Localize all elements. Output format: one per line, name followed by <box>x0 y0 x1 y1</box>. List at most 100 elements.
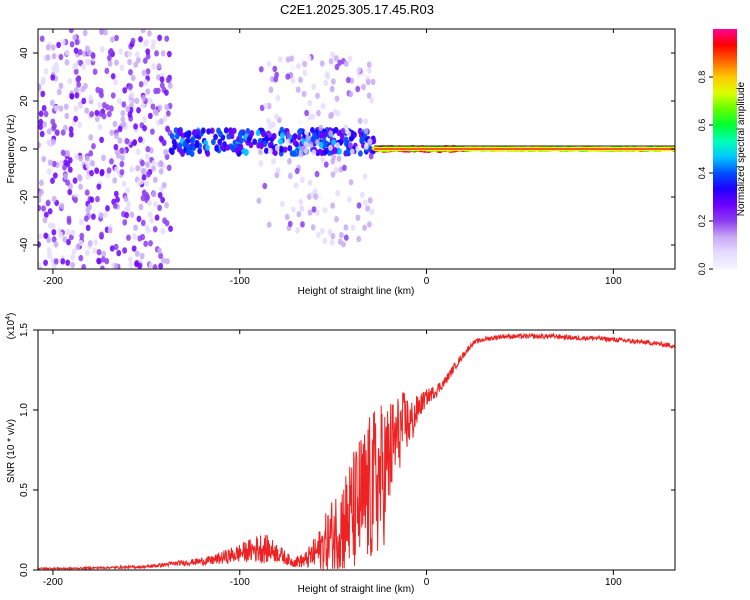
spectrogram-cell <box>50 118 56 125</box>
spectrogram-cell <box>38 197 42 204</box>
spectrogram-cell <box>117 125 123 133</box>
spectrogram-cell <box>232 139 238 146</box>
spectrogram-cell <box>206 128 211 135</box>
spectrogram-cell <box>225 144 231 151</box>
spectrogram-cell <box>335 189 341 197</box>
spectrogram-cell <box>125 105 131 113</box>
spectrogram-cell <box>275 167 281 174</box>
spectrogram-cell <box>285 73 291 80</box>
spectrogram-cell <box>164 103 170 111</box>
spectrogram-cell <box>43 232 49 239</box>
spectrogram-cell <box>63 103 69 110</box>
spectrogram-cell <box>119 160 125 168</box>
spectrogram-cell <box>103 211 108 218</box>
spectrogram-cell <box>154 109 159 117</box>
spectrogram-cell <box>329 85 335 93</box>
spectrogram-cell <box>144 153 150 160</box>
spectrogram-cell <box>245 128 251 135</box>
spectrogram-cell <box>52 172 58 179</box>
spectrogram-cell <box>161 181 167 189</box>
spectrogram-cell <box>295 226 301 234</box>
spectrogram-cell <box>116 152 121 159</box>
spectrogram-cell <box>150 103 156 110</box>
spectrogram-cell <box>96 257 101 265</box>
spectrogram-cell <box>145 53 151 60</box>
spectrogram-cell <box>349 148 355 155</box>
x-tick-label: -200 <box>43 577 63 588</box>
spectrogram-cell <box>271 133 277 140</box>
spectrogram-cell <box>125 187 131 194</box>
spectrogram-cell <box>359 191 365 199</box>
spectrogram-cell <box>294 167 300 175</box>
spectrogram-cell <box>274 71 280 79</box>
spectrogram-cell <box>86 49 92 56</box>
spectrogram-cell <box>316 231 321 239</box>
spectrogram-cell <box>140 159 145 167</box>
spectrogram-cell <box>320 102 326 110</box>
spectrogram-cell <box>279 146 284 153</box>
spectrogram-cell <box>166 50 172 58</box>
spectrogram-cell <box>366 92 372 99</box>
x-tick-label: -100 <box>230 577 250 588</box>
spectrogram-cell <box>323 161 329 168</box>
spectrogram-cell <box>45 54 51 61</box>
spectrogram-cell <box>370 78 376 86</box>
spectrogram-cell <box>60 258 66 265</box>
spectrogram-cell <box>323 79 329 87</box>
spectrogram-cell <box>147 211 153 218</box>
spectrogram-cell <box>50 74 56 81</box>
spectrogram-cell <box>78 254 84 262</box>
spectrogram-cell <box>210 138 216 146</box>
y-tick-label: 0.5 <box>19 483 30 497</box>
spectrogram-cell <box>112 177 118 184</box>
spectrogram-cell <box>328 58 334 65</box>
snr-y-multiplier-exponent: 4 <box>5 316 12 320</box>
spectrogram-cell <box>119 168 125 176</box>
spectrogram-cell <box>356 235 362 243</box>
spectrogram-cell <box>67 188 73 196</box>
spectrogram-cell <box>153 200 158 208</box>
spectrogram-cell <box>85 224 91 232</box>
spectrogram-cell <box>219 144 225 151</box>
spectrogram-cell <box>330 202 336 209</box>
spectrogram-cell <box>350 224 356 231</box>
spectrogram-y-ticks: 40 20 0 -20 -40 <box>19 47 675 252</box>
colorbar-tick-label: 0.6 <box>697 119 707 132</box>
spectrogram-cell <box>277 138 283 145</box>
spectrogram-cell <box>92 68 98 75</box>
spectrogram-cell <box>252 138 258 145</box>
spectrogram-cell <box>81 63 86 71</box>
spectrogram-cell <box>279 126 285 134</box>
spectrogram-cell <box>105 205 110 212</box>
spectrogram-cell <box>127 111 133 118</box>
spectrogram-cell <box>362 199 368 206</box>
spectrogram-cell <box>343 234 349 241</box>
spectrogram-cell <box>84 189 90 196</box>
spectrogram-cell <box>67 157 73 164</box>
spectrogram-cell <box>147 97 153 105</box>
snr-frame <box>37 329 676 571</box>
spectrogram-cell <box>190 136 196 143</box>
spectrogram-cell <box>331 153 337 161</box>
spectrogram-cell <box>301 90 307 98</box>
colorbar-tick-label: 0.2 <box>697 215 707 228</box>
spectrogram-cell <box>310 113 316 120</box>
spectrogram-cell <box>138 203 144 211</box>
spectrogram-cell <box>147 199 152 207</box>
spectrogram-cell <box>143 79 149 86</box>
spectrogram-cell <box>290 77 296 84</box>
y-tick-label: 0 <box>19 146 30 152</box>
spectrogram-cell <box>77 174 82 181</box>
spectrogram-cell <box>185 137 191 144</box>
spectrogram-cell <box>306 54 312 62</box>
spectrogram-cell <box>160 257 166 264</box>
spectrogram-cell <box>51 53 57 60</box>
spectrogram-cell <box>108 47 114 55</box>
spectrogram-cell <box>56 41 62 49</box>
spectrogram-cell <box>258 160 264 167</box>
spectrogram-cell <box>146 226 151 234</box>
spectrogram-cell <box>157 247 162 254</box>
spectrogram-cell <box>114 132 119 140</box>
spectrogram-cell <box>322 237 328 244</box>
spectrogram-cell <box>299 176 305 184</box>
